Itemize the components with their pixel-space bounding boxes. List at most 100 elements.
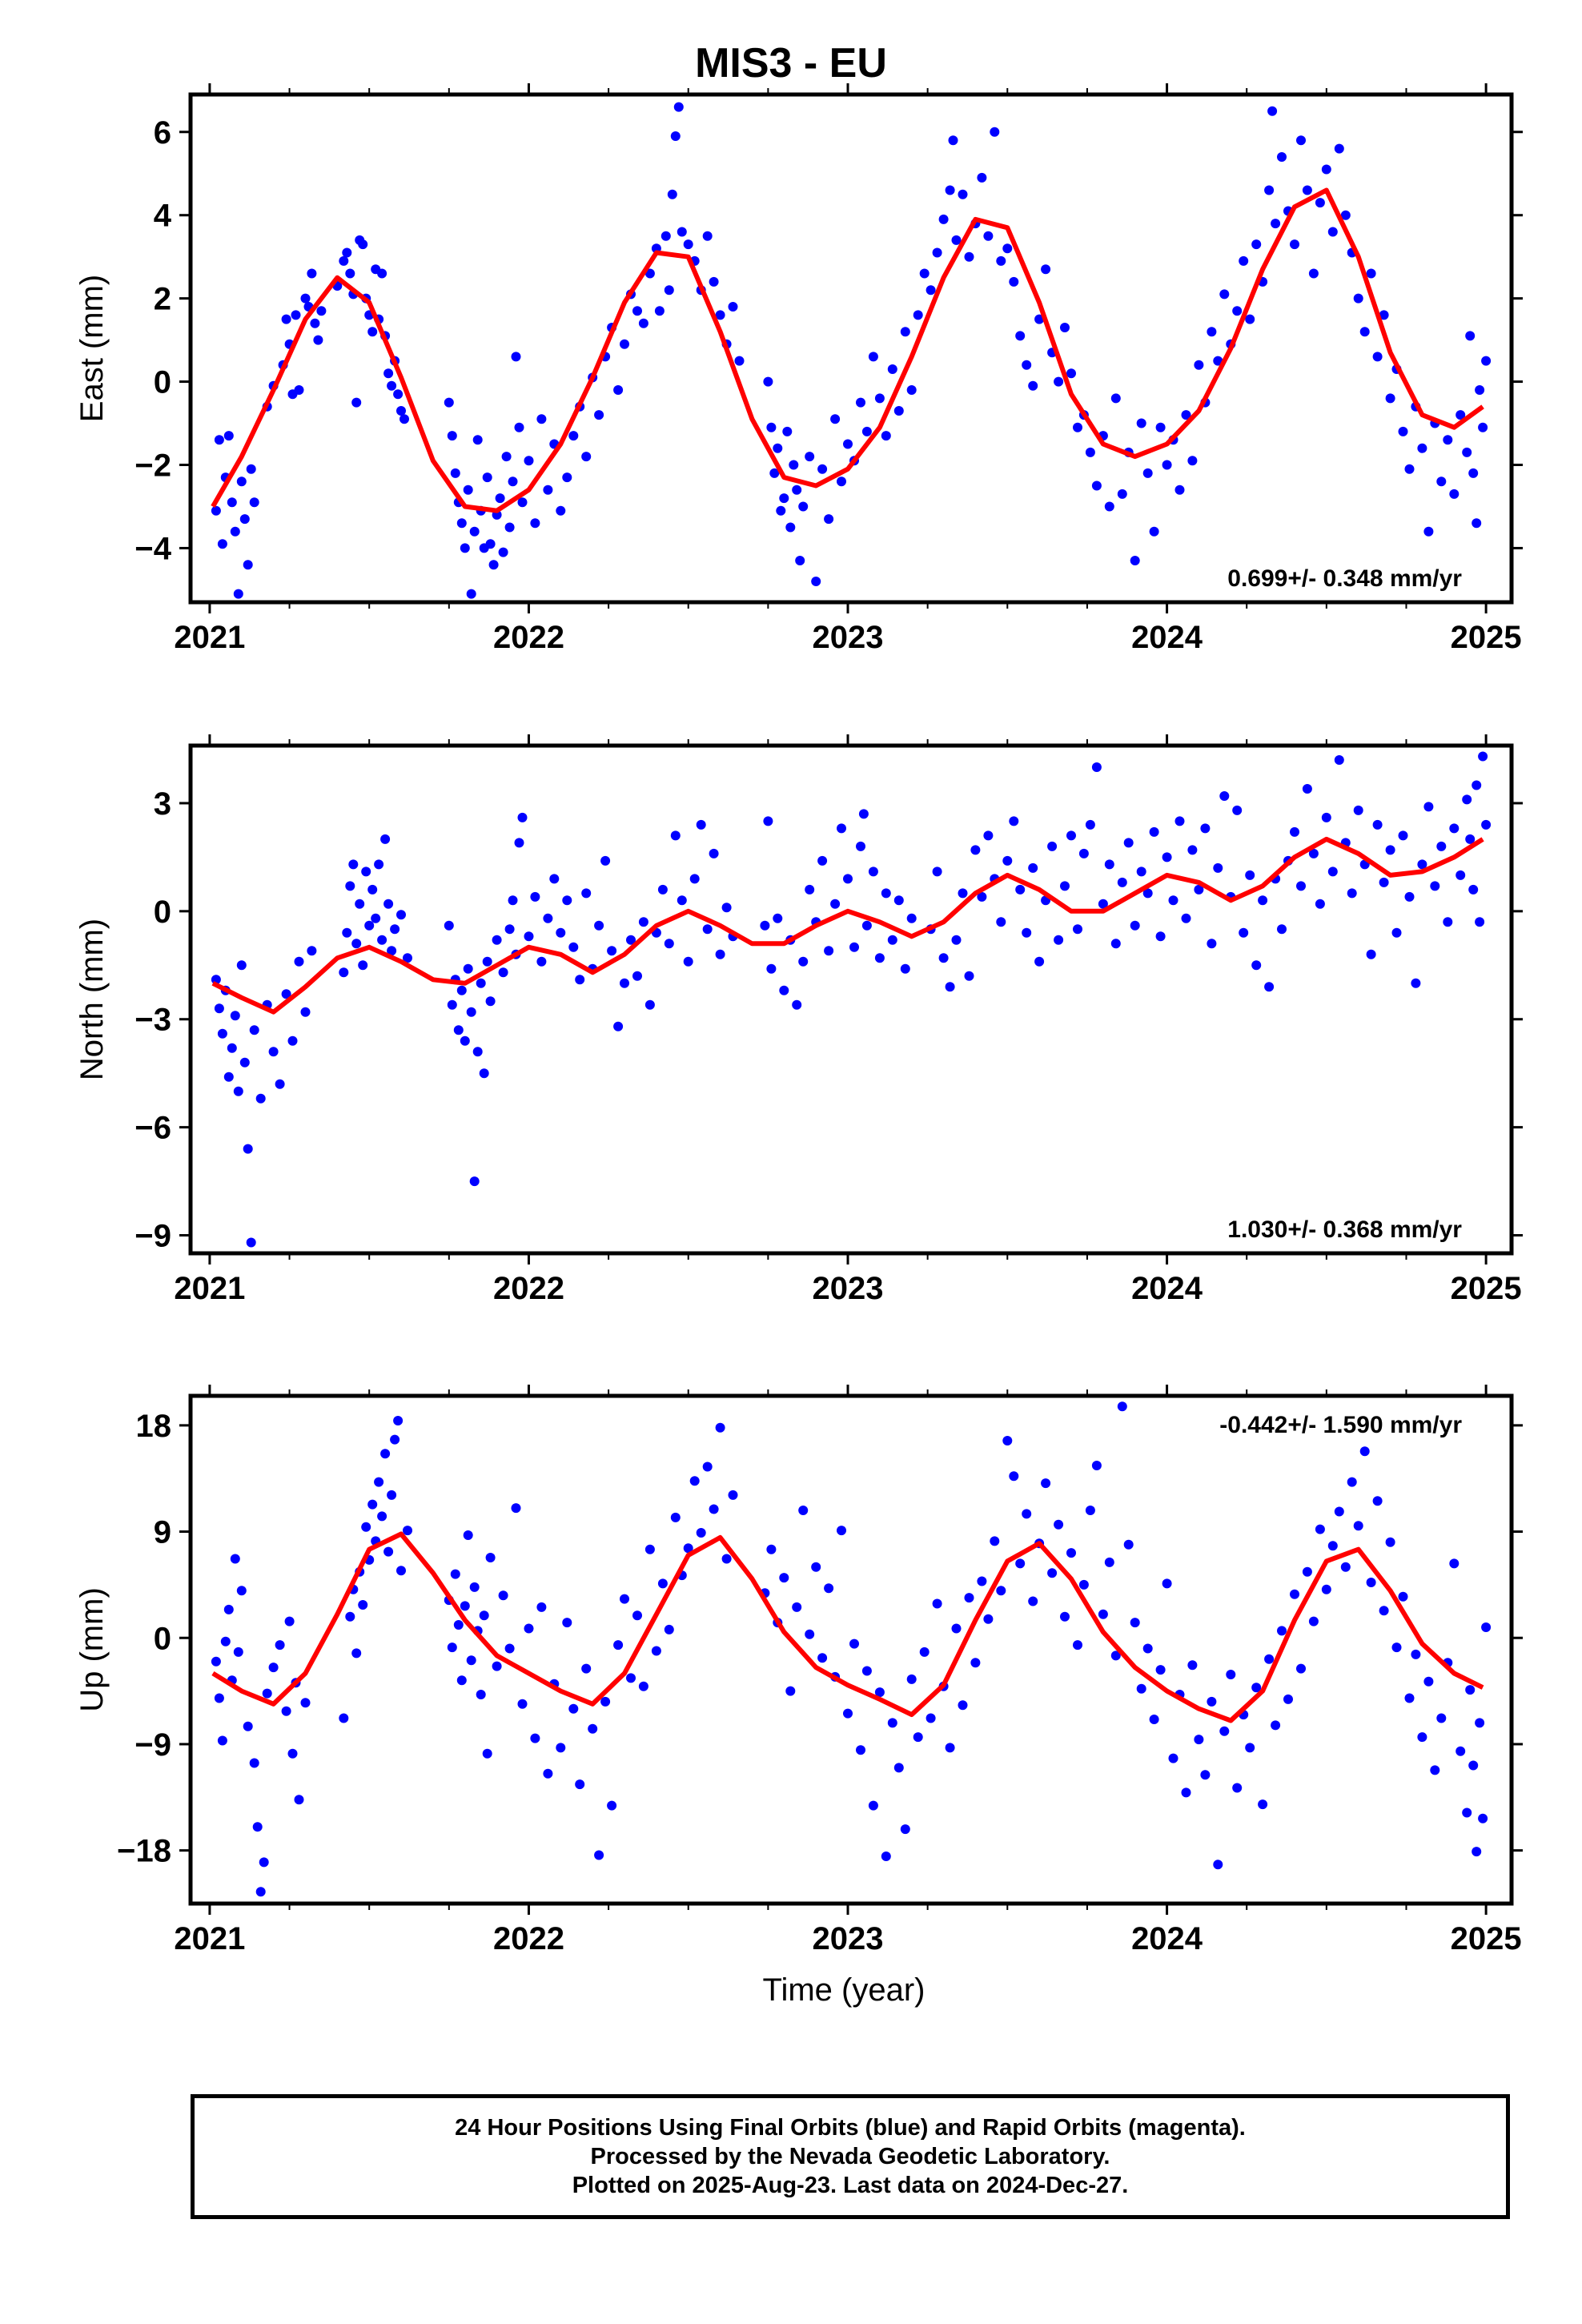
data-point xyxy=(661,231,671,241)
data-point xyxy=(970,845,981,855)
data-point xyxy=(1015,884,1026,895)
data-point xyxy=(620,978,629,988)
data-point xyxy=(696,819,706,830)
data-point xyxy=(504,924,515,935)
data-point xyxy=(1091,762,1102,772)
data-point xyxy=(1264,982,1275,992)
y-tick-label: −18 xyxy=(117,1834,171,1869)
data-point xyxy=(239,1057,250,1068)
data-point xyxy=(568,431,579,441)
data-point xyxy=(1283,1694,1293,1704)
data-point xyxy=(798,1506,809,1515)
data-point xyxy=(259,1857,269,1868)
data-points xyxy=(211,751,1492,1248)
data-point xyxy=(1449,823,1460,834)
data-point xyxy=(294,1795,304,1805)
data-point xyxy=(951,935,962,945)
data-point xyxy=(511,1503,521,1514)
data-point xyxy=(211,1656,221,1667)
data-point xyxy=(795,556,805,565)
data-point xyxy=(1423,802,1434,812)
data-point xyxy=(249,1025,259,1035)
data-point xyxy=(1213,862,1223,873)
footer-line-1: 24 Hour Positions Using Final Orbits (bl… xyxy=(455,2115,1246,2141)
data-point xyxy=(728,302,738,312)
data-point xyxy=(1142,1643,1153,1654)
data-point xyxy=(1155,931,1166,942)
data-point xyxy=(211,505,221,516)
data-point xyxy=(1015,331,1026,341)
data-point xyxy=(1219,289,1230,300)
chart-panels: 2021 2022 2023 2024 2025 −4 −2 0 2 4 6 East (mm) 0.6… xyxy=(74,83,1523,1956)
data-point xyxy=(913,1732,923,1743)
data-point xyxy=(268,1663,279,1673)
data-point xyxy=(779,985,789,995)
data-point xyxy=(607,946,617,956)
y-tick-label: −9 xyxy=(135,1727,171,1763)
data-point xyxy=(874,1687,885,1698)
data-point xyxy=(613,1021,624,1031)
x-tick-label: 2025 xyxy=(1451,620,1522,655)
data-point xyxy=(1436,476,1447,487)
data-point xyxy=(568,942,579,952)
data-point xyxy=(906,913,917,923)
data-point xyxy=(1385,845,1395,855)
data-point xyxy=(1417,1732,1427,1743)
data-point xyxy=(1194,1735,1204,1745)
data-point xyxy=(476,1690,486,1699)
y-tick-label: −2 xyxy=(135,448,171,484)
data-point xyxy=(1054,1519,1064,1530)
data-point xyxy=(479,1068,489,1079)
data-point xyxy=(1465,331,1476,341)
data-point xyxy=(932,1598,942,1609)
data-point xyxy=(294,956,304,967)
data-point xyxy=(1430,881,1440,891)
data-point xyxy=(932,247,942,258)
data-point xyxy=(230,1554,240,1564)
data-point xyxy=(223,431,234,441)
data-point xyxy=(514,838,524,848)
data-point xyxy=(734,356,745,366)
data-point xyxy=(268,1047,279,1057)
data-point xyxy=(881,431,891,441)
data-point xyxy=(1073,924,1082,935)
data-point xyxy=(562,1618,572,1628)
data-point xyxy=(383,899,394,909)
data-point xyxy=(1271,1720,1281,1731)
data-point xyxy=(482,956,492,967)
data-point xyxy=(887,935,897,945)
data-point xyxy=(1475,1718,1485,1728)
data-point xyxy=(990,127,1000,137)
data-point xyxy=(511,352,521,362)
data-point xyxy=(588,1723,598,1734)
data-point xyxy=(1142,468,1153,478)
data-point xyxy=(1123,838,1134,848)
data-point xyxy=(498,967,508,978)
data-point xyxy=(868,352,878,362)
data-point xyxy=(243,1144,253,1154)
data-point xyxy=(1060,323,1070,332)
data-point xyxy=(1296,881,1306,891)
data-point xyxy=(393,1416,404,1425)
data-point xyxy=(1411,1649,1421,1659)
data-point xyxy=(1462,447,1472,457)
data-point xyxy=(255,1887,266,1897)
data-point xyxy=(932,866,942,877)
data-point xyxy=(1174,485,1185,495)
data-point xyxy=(262,1688,272,1699)
data-point xyxy=(1194,360,1204,370)
data-point xyxy=(843,1708,853,1719)
data-point xyxy=(1136,866,1146,877)
data-point xyxy=(1404,464,1415,474)
data-point xyxy=(1047,841,1058,851)
data-point xyxy=(970,1658,981,1668)
data-point xyxy=(938,214,949,224)
data-point xyxy=(1347,888,1357,899)
data-point xyxy=(906,385,917,395)
data-point xyxy=(508,476,518,487)
data-point xyxy=(1162,460,1172,470)
data-point xyxy=(948,135,958,146)
data-point xyxy=(313,335,323,345)
data-point xyxy=(644,268,655,279)
